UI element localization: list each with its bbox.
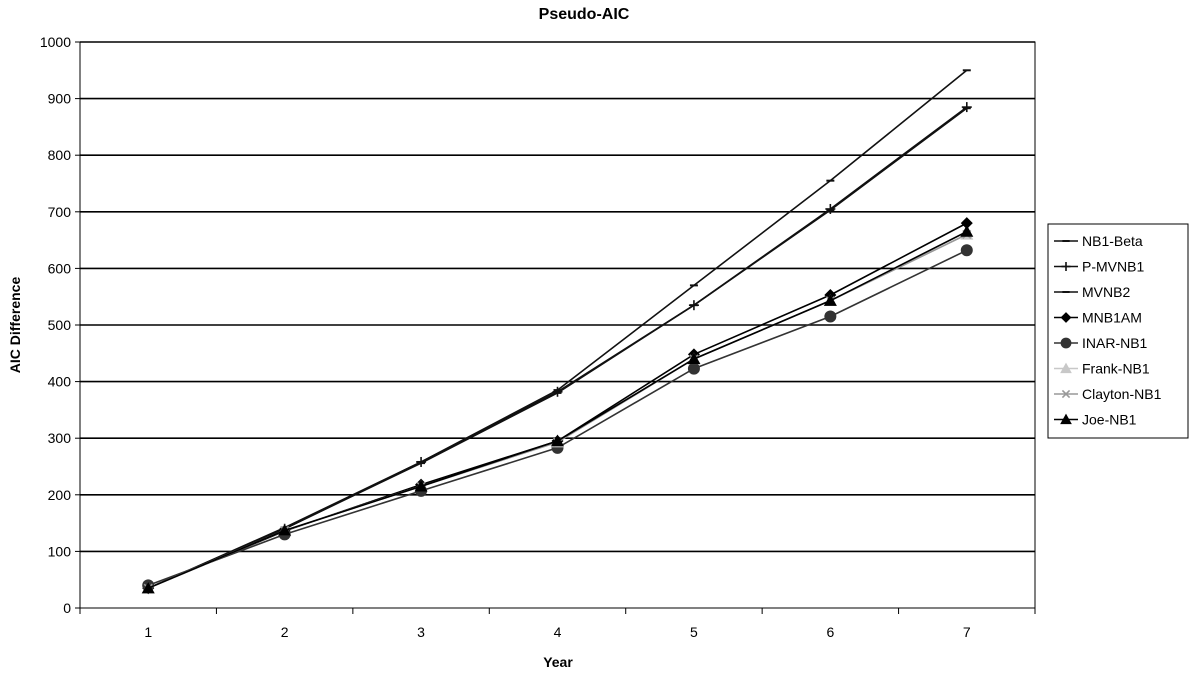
series-mvnb2 [144,107,971,590]
legend-item: MVNB2 [1054,284,1130,300]
data-point [687,362,700,375]
legend-label: INAR-NB1 [1082,335,1148,351]
y-tick-label: 0 [63,600,71,616]
legend: NB1-Beta P-MVNB1 MVNB2 MNB1AM INAR-NB1 Frank-… [1047,223,1189,439]
legend-label: MVNB2 [1082,284,1130,300]
legend-swatch-marker [1061,389,1071,399]
data-point [960,225,974,237]
y-tick-label: 700 [48,204,72,220]
chart-title: Pseudo-AIC [539,6,630,23]
x-tick-label: 2 [281,624,289,640]
legend-item: Clayton-NB1 [1054,386,1162,402]
legend-item: Joe-NB1 [1054,412,1137,428]
y-tick-label: 400 [48,374,72,390]
x-tick-label: 7 [963,624,971,640]
data-point [141,581,155,594]
legend-swatch-marker [1060,337,1072,349]
y-tick-label: 900 [48,91,72,107]
legend-item: Frank-NB1 [1054,361,1150,377]
legend-label: Joe-NB1 [1082,412,1137,428]
data-point [825,203,836,214]
y-tick-label: 600 [48,260,72,276]
y-tick-label: 200 [48,487,72,503]
data-point [552,386,563,397]
x-tick-label: 4 [554,624,562,640]
data-point [961,102,972,113]
y-axis-label: AIC Difference [7,277,23,374]
series-joe-nb1 [141,225,974,594]
legend-label: Frank-NB1 [1082,361,1150,377]
legend-label: Clayton-NB1 [1082,386,1162,402]
legend-item: P-MVNB1 [1054,259,1144,275]
legend-item: INAR-NB1 [1054,335,1148,351]
data-point [824,310,837,323]
series-line [147,69,968,589]
x-tick-label: 1 [144,624,152,640]
data-point [414,479,428,492]
legend-label: MNB1AM [1082,310,1142,326]
x-axis-label: Year [543,654,573,670]
y-tick-label: 500 [48,317,72,333]
data-point [823,294,837,306]
y-tick-label: 300 [48,430,72,446]
series-line [147,106,968,589]
y-tick-label: 800 [48,147,72,163]
legend-swatch-marker [1061,262,1071,271]
legend-item: MNB1AM [1054,310,1142,326]
plot-area-border [79,41,1036,609]
data-point [551,434,564,447]
legend-item: NB1-Beta [1054,233,1143,249]
x-tick-label: 3 [417,624,425,640]
series-p-mvnb1 [143,102,972,594]
y-tick-label: 100 [48,543,72,559]
x-tick-label: 5 [690,624,698,640]
legend-label: P-MVNB1 [1082,259,1144,275]
legend-label: NB1-Beta [1082,233,1143,249]
y-tick-label: 1000 [40,34,71,50]
legend-swatch-marker [1060,413,1072,425]
series-nb1-beta [144,69,971,590]
x-tick-label: 6 [826,624,834,640]
legend-swatch-marker [1060,362,1072,374]
data-point [687,352,701,365]
data-point [960,217,973,230]
series-line [147,107,968,589]
data-point [278,523,292,536]
legend-box [1047,223,1189,439]
legend-swatch-marker [1060,312,1072,323]
data-point [960,244,973,257]
